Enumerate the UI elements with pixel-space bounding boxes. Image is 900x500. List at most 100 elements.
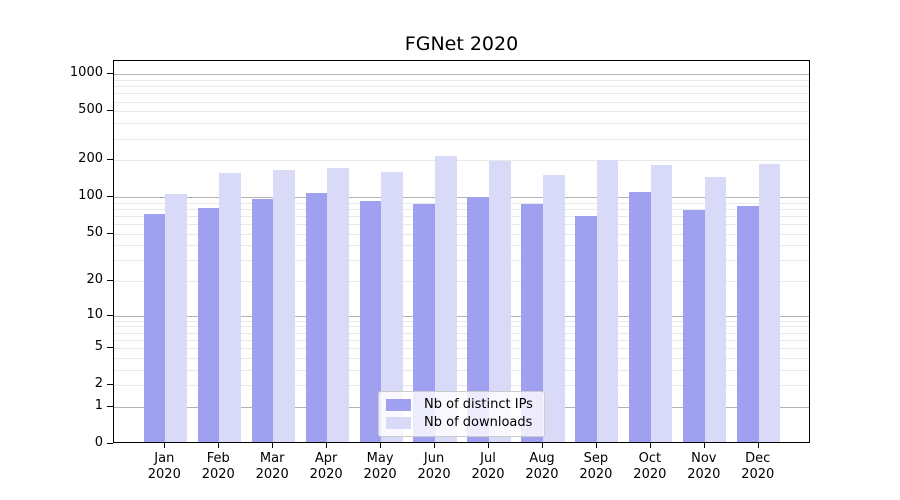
x-tick-year: 2020 (741, 467, 775, 482)
bar-downloads-may (381, 172, 403, 442)
bar-downloads-aug (542, 175, 565, 442)
x-tick-year: 2020 (201, 467, 235, 482)
gridline-minor (114, 93, 809, 95)
x-tick-label: Jan 2020 (136, 451, 192, 483)
x-tick-month: Jun (423, 451, 445, 466)
bar-distinct-ips-apr (305, 192, 328, 442)
y-tick-mark (107, 159, 113, 161)
x-tick-mark (757, 443, 759, 448)
bar-downloads-mar (273, 169, 295, 442)
gridline-major (114, 315, 809, 317)
y-tick-label: 5 (94, 339, 103, 355)
bar-downloads-oct (650, 165, 673, 442)
x-tick-year: 2020 (471, 467, 505, 482)
x-tick-mark (218, 443, 220, 448)
x-tick-mark (488, 443, 489, 448)
x-tick-mark (380, 443, 382, 448)
gridline-minor (114, 245, 809, 247)
x-tick-label: Jun 2020 (406, 451, 462, 483)
gridline-minor (114, 79, 809, 81)
x-tick-label: May 2020 (352, 451, 408, 483)
bar-distinct-ips-dec (737, 205, 759, 442)
x-tick-month: May (366, 451, 394, 466)
bar-downloads-jun (435, 155, 457, 442)
x-tick-label: Nov 2020 (676, 451, 732, 483)
x-tick-mark (703, 443, 705, 448)
y-tick-label: 500 (78, 102, 103, 118)
y-tick-label: 200 (78, 151, 103, 167)
legend-label-distinct-ips: Nb of distinct IPs (424, 397, 533, 412)
bar-distinct-ips-jan (143, 214, 166, 442)
chart-title: FGNet 2020 (404, 33, 519, 55)
gridline-minor (114, 326, 809, 328)
bar-downloads-sep (596, 159, 619, 442)
x-tick-year: 2020 (363, 467, 397, 482)
legend-label-downloads: Nb of downloads (424, 415, 533, 430)
gridline-minor (114, 123, 809, 125)
gridline-minor (114, 332, 809, 334)
bar-downloads-feb (219, 172, 241, 442)
x-tick-month: Mar (259, 451, 285, 466)
x-tick-month: Apr (314, 451, 338, 466)
y-tick-label: 50 (86, 224, 103, 240)
gridline-minor (114, 224, 809, 226)
gridline-minor (114, 339, 809, 341)
x-tick-month: Nov (691, 451, 717, 466)
bar-distinct-ips-oct (629, 192, 651, 442)
gridline-major (114, 197, 809, 199)
y-tick-label: 100 (78, 188, 103, 204)
y-tick-label: 0 (94, 435, 103, 450)
bar-distinct-ips-nov (683, 210, 705, 442)
x-tick-label: Sep 2020 (568, 451, 624, 483)
legend-swatch-downloads (386, 417, 411, 429)
y-tick-mark (107, 280, 113, 282)
gridline-minor (114, 348, 809, 350)
bar-downloads-dec (758, 164, 781, 442)
y-tick-mark (107, 405, 113, 407)
x-tick-year: 2020 (417, 467, 451, 482)
gridline-minor (114, 160, 809, 162)
y-tick-label: 1000 (69, 65, 103, 81)
x-tick-month: Sep (583, 451, 609, 466)
plot-area (113, 60, 810, 443)
x-tick-month: Jan (154, 451, 175, 466)
gridline-minor (114, 111, 809, 113)
gridline-minor (114, 369, 809, 371)
x-tick-year: 2020 (525, 467, 559, 482)
y-tick-mark (107, 384, 113, 386)
gridline-minor (114, 260, 809, 262)
gridline-minor (114, 385, 809, 387)
legend-item-distinct-ips: Nb of distinct IPs (386, 397, 536, 413)
bar-distinct-ips-may (359, 201, 382, 442)
gridline-minor (114, 208, 809, 210)
gridline-minor (114, 101, 809, 103)
gridline-minor (114, 86, 809, 88)
x-tick-year: 2020 (147, 467, 181, 482)
x-tick-year: 2020 (687, 467, 721, 482)
x-tick-year: 2020 (309, 467, 343, 482)
legend-item-downloads: Nb of downloads (386, 415, 536, 431)
x-tick-mark (595, 443, 597, 448)
x-tick-mark (272, 443, 274, 448)
bar-distinct-ips-aug (521, 204, 543, 442)
x-tick-label: Mar 2020 (244, 451, 300, 483)
x-tick-year: 2020 (633, 467, 667, 482)
y-tick-mark (107, 196, 113, 198)
x-tick-label: Feb 2020 (190, 451, 246, 483)
bar-downloads-jan (165, 194, 187, 442)
legend: Nb of distinct IPs Nb of downloads (378, 391, 545, 437)
x-tick-label: Oct 2020 (622, 451, 678, 483)
x-tick-label: Apr 2020 (298, 451, 354, 483)
legend-swatch-distinct-ips (386, 399, 411, 411)
gridline-minor (114, 320, 809, 322)
gridline-minor (114, 233, 809, 235)
bar-distinct-ips-sep (575, 215, 597, 442)
bar-distinct-ips-mar (251, 199, 274, 442)
x-tick-mark (434, 443, 436, 448)
x-tick-month: Aug (529, 451, 555, 466)
x-tick-mark (541, 443, 543, 448)
x-tick-label: Aug 2020 (514, 451, 570, 483)
gridline-major (114, 74, 809, 76)
x-tick-mark (164, 443, 166, 448)
y-tick-mark (107, 347, 113, 349)
